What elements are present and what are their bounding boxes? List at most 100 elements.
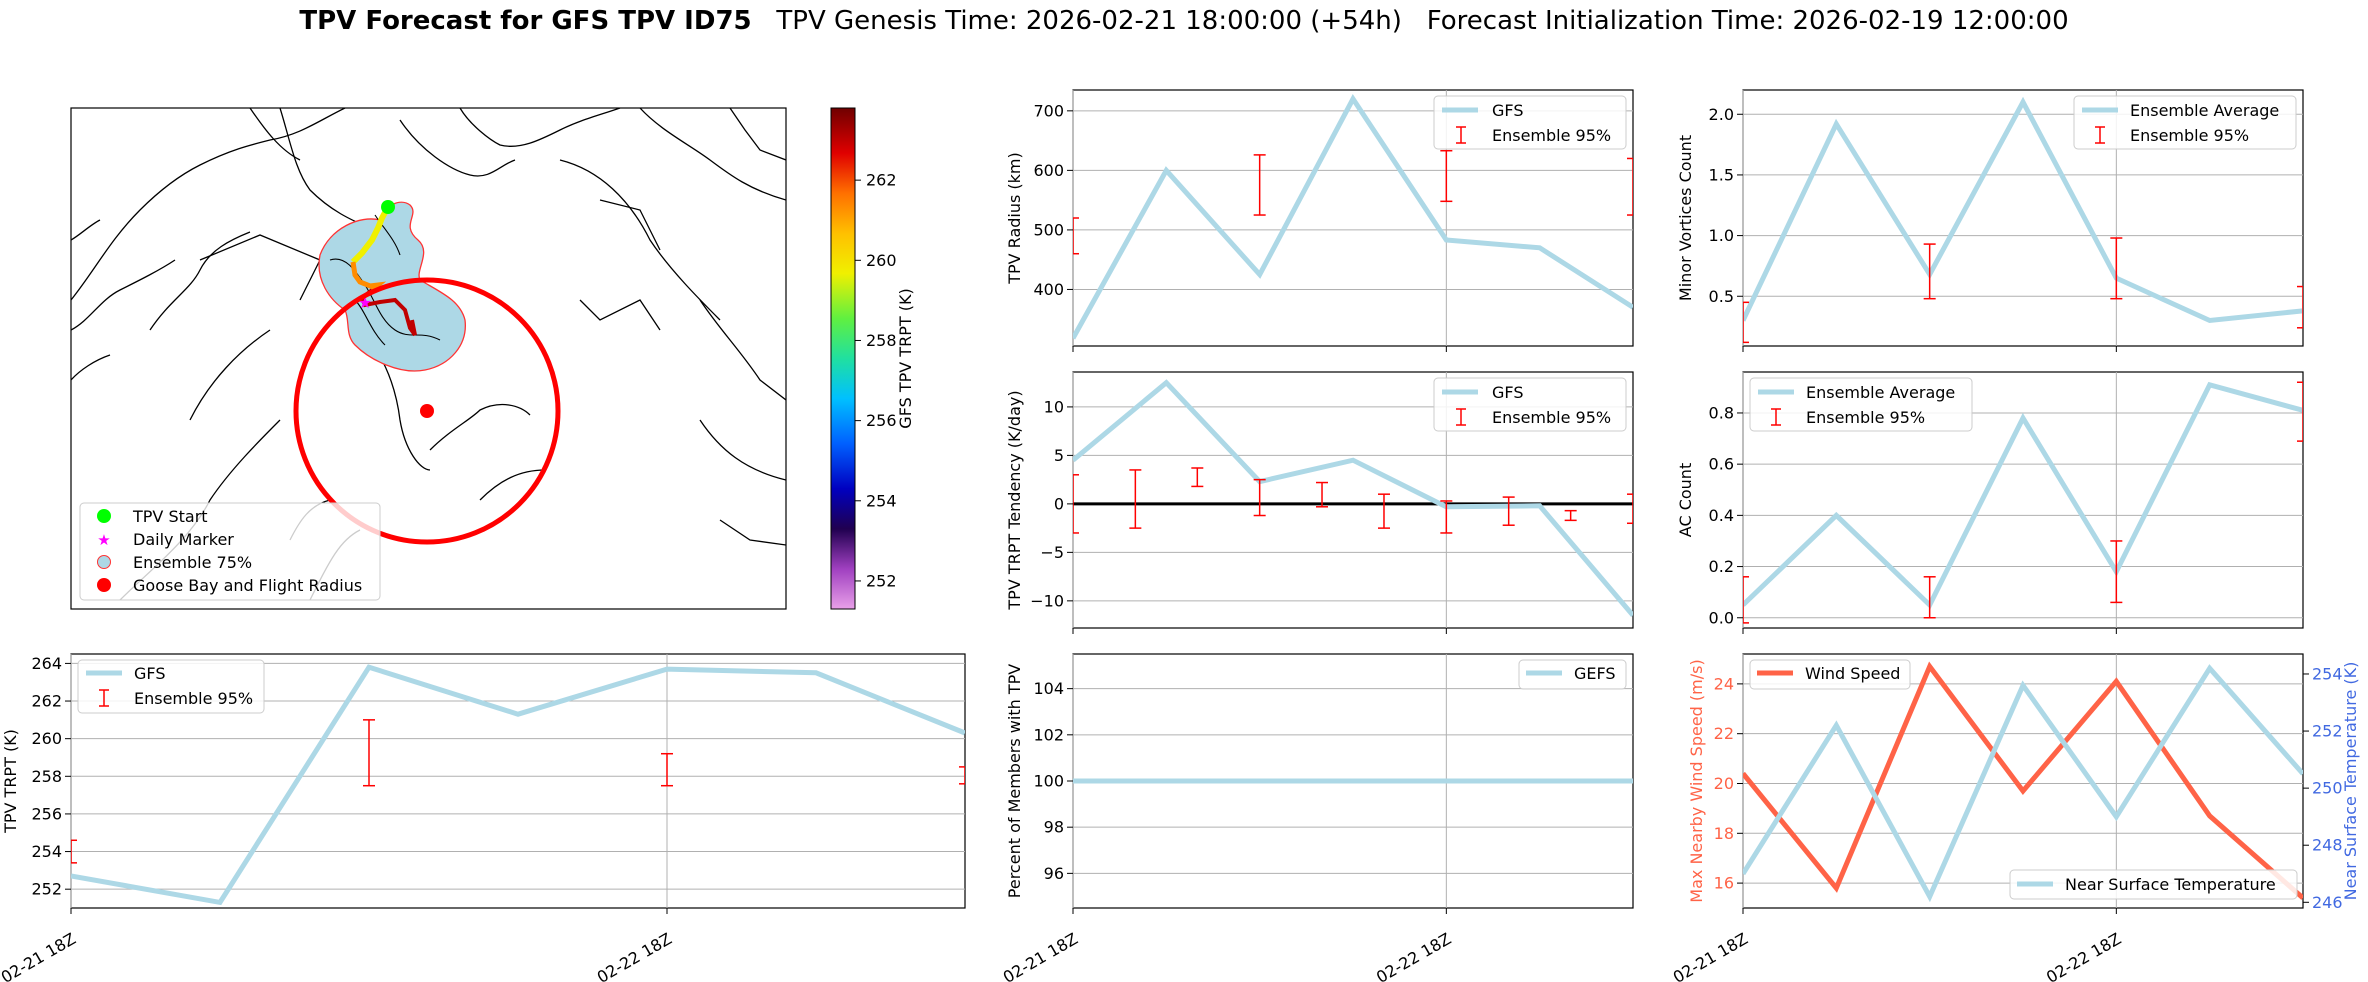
ac-series-0 [1743,381,2303,610]
legend-ac: Ensemble Average Ensemble 95% [1749,377,1973,432]
minor-plot [1743,96,2303,344]
legend-ens75-icon [97,555,111,569]
track-segment-2 [350,261,387,292]
wind-ytick-label: 22 [1714,724,1734,743]
minor-series-0 [1743,96,2303,324]
radius-ytick-label: 400 [1033,280,1064,299]
minor-ylabel: Minor Vortices Count [1676,135,1695,301]
legend-minor-label-0: Ensemble Average [2130,101,2279,120]
wind-ytick-right-label: 246 [2312,893,2343,912]
legend-daily-icon: ★ [97,531,110,549]
legend-trpt-label-1: Ensemble 95% [134,689,253,708]
members-ytick-label: 98 [1044,818,1064,837]
legend-ens75-label: Ensemble 75% [133,553,252,572]
trpt-xtick-label: 02-21 18Z [0,929,79,982]
legend-members: GEFS [1518,659,1627,690]
members-ytick-label: 104 [1033,679,1064,698]
legend-members-label-0: GEFS [1574,664,1616,683]
tendency-ylabel: TPV TRPT Tendency (K/day) [1005,390,1024,610]
legend-minor: Ensemble Average Ensemble 95% [2073,95,2297,150]
figure-title: TPV Forecast for GFS TPV ID75 TPV Genesi… [0,6,2368,36]
radius-plot [1073,94,1633,340]
trpt-ylabel: TPV TRPT (K) [1,729,20,834]
tendency-plot [1073,379,1633,618]
tendency-ytick-label: −5 [1040,543,1064,562]
track-segment-1 [350,205,391,265]
wind-ytick-right-label: 250 [2312,779,2343,798]
tendency-ytick-label: 5 [1054,446,1064,465]
wind-ytick-right-label: 252 [2312,722,2343,741]
wind-ytick-label: 18 [1714,824,1734,843]
wind-ytick-label: 16 [1714,874,1734,893]
trpt-ytick-label: 252 [31,880,62,899]
track-segment-3 [359,288,417,337]
legend-goosebay-label: Goose Bay and Flight Radius [133,576,362,595]
members-ytick-label: 100 [1033,772,1064,791]
ac-ytick-label: 0.6 [1709,455,1734,474]
map-panel: ★ TPV Start ★ Daily Marker Ensemble 75% … [70,107,787,610]
tendency-series-0 [1073,379,1633,618]
panel-wind: 02-21 18Z 02-22 18Z 16 18 20 22 24 Max Nearby W… [1670,653,2360,982]
colorbar-gradient [830,107,856,610]
colorbar-label: GFS TPV TRPT (K) [896,288,915,428]
radius-ylabel: TPV Radius (km) [1005,152,1024,285]
legend-ac-label-0: Ensemble Average [1806,383,1955,402]
trpt-ytick-label: 262 [31,692,62,711]
legend-start-icon [97,509,111,523]
tpv-start-marker [381,200,395,214]
panel-members: 02-21 18Z 02-22 18Z 96 98 100 102 104 Percent o… [1000,653,1634,982]
colorbar-tick-label: 252 [866,571,897,590]
map-legend-box [79,502,381,601]
members-xtick-label: 02-21 18Z [1000,929,1081,982]
colorbar-tick-label: 256 [866,411,897,430]
flight-radius-circle [293,277,561,545]
legend-start-label: TPV Start [132,507,208,526]
wind-ylabel: Max Nearby Wind Speed (m/s) [1687,659,1706,902]
legend-tendency-label-0: GFS [1492,383,1523,402]
wind-series-0 [1743,661,2303,900]
ac-ytick-label: 0.2 [1709,557,1734,576]
trpt-ytick-label: 258 [31,767,62,786]
minor-ytick-label: 0.5 [1709,287,1734,306]
axes-frame-wind [1742,653,2304,909]
wind-xtick-label: 02-22 18Z [2043,929,2124,982]
minor-ytick-label: 1.5 [1709,165,1734,184]
trpt-series-0 [71,664,965,906]
wind-ytick-label: 24 [1714,674,1734,693]
goose-bay-marker [420,404,434,418]
tendency-ytick-label: 0 [1054,494,1064,513]
wind-ylabel-right: Near Surface Temperature (K) [2341,662,2360,901]
legend-minor-label-1: Ensemble 95% [2130,126,2249,145]
colorbar-tick-label: 254 [866,491,897,510]
wind-ytick-label: 20 [1714,774,1734,793]
trpt-ytick-label: 264 [31,654,62,673]
legend-radius-label-0: GFS [1492,101,1523,120]
legend-trpt-label-0: GFS [134,664,165,683]
legend-ac-label-1: Ensemble 95% [1806,408,1925,427]
radius-ytick-label: 700 [1033,101,1064,120]
trpt-ytick-label: 256 [31,804,62,823]
ac-ylabel: AC Count [1676,463,1695,537]
wind-plot [1743,661,2303,903]
legend-trpt: GFS Ensemble 95% [77,659,265,714]
title-bold: TPV Forecast for GFS TPV ID75 [299,6,752,36]
radius-series-0 [1073,94,1633,340]
legend-wind: Wind Speed Near Surface Temperature [1749,659,2298,900]
members-ylabel: Percent of Members with TPV [1005,664,1024,898]
panel-tendency: −10 −5 0 5 10 TPV TRPT Tendency (K/day) GFS E… [1005,371,1634,634]
wind-series-1 [1743,664,2303,903]
minor-ytick-label: 2.0 [1709,105,1734,124]
colorbar: GFS TPV TRPT (K) 252 254 256 258 260 262 [830,107,915,610]
trpt-xtick-label: 02-22 18Z [594,929,675,982]
legend-radius: GFS Ensemble 95% [1433,95,1627,150]
legend-radius-label-1: Ensemble 95% [1492,126,1611,145]
coastlines [71,108,786,601]
legend-daily-label: Daily Marker [133,530,234,549]
ac-ytick-label: 0.4 [1709,506,1734,525]
legend-goosebay-icon [97,578,111,592]
tendency-ytick-label: 10 [1044,397,1064,416]
title-genesis: TPV Genesis Time: 2026-02-21 18:00:00 (+… [776,6,1402,36]
legend-tendency-label-1: Ensemble 95% [1492,408,1611,427]
trpt-ytick-label: 260 [31,729,62,748]
